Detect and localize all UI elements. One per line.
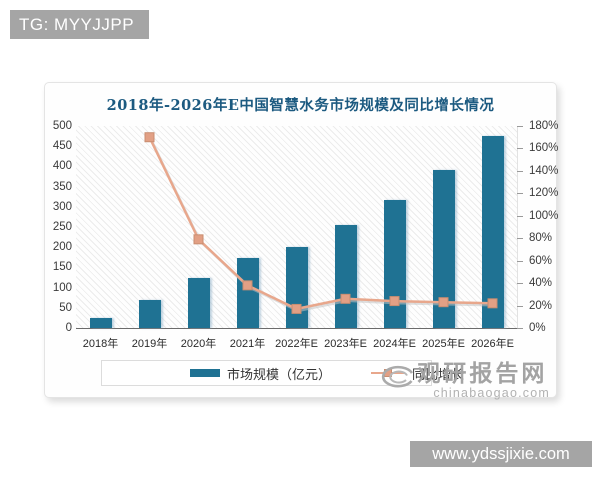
watermark-site-name: 观研报告网 <box>417 359 548 386</box>
x-axis-tick-label: 2024年E <box>373 338 416 350</box>
x-axis-tick-label: 2021年 <box>229 338 266 350</box>
y-axis-right-tick-label: 140% <box>529 164 559 177</box>
y-axis-right-tick <box>517 260 523 262</box>
tg-watermark-label: TG: MYYJJPP <box>10 10 149 39</box>
y-axis-right-tick-label: 80% <box>529 232 553 245</box>
x-axis-tick-label: 2019年 <box>131 338 168 350</box>
y-axis-left-tick-label: 400 <box>52 160 72 173</box>
y-axis-right-tick <box>517 305 523 307</box>
y-axis-right-tick <box>517 148 523 150</box>
y-axis-left-tick-label: 450 <box>52 140 72 153</box>
y-axis-right-tick-label: 0% <box>529 322 546 334</box>
y-axis-right-tick <box>517 170 523 172</box>
chart-panel: 2018年-2026年E中国智慧水务市场规模及同比增长情况 市场规模（亿元） 同… <box>44 82 559 400</box>
legend: 市场规模（亿元） 同比增长 <box>101 360 464 386</box>
watermark-swirl-icon <box>379 364 415 396</box>
y-axis-right-tick <box>517 238 523 240</box>
y-axis-right-tick-label: 180% <box>529 120 559 132</box>
x-axis-tick-label: 2025年E <box>422 338 465 350</box>
y-axis-left-tick-label: 350 <box>52 180 72 193</box>
bar-2026年E <box>481 135 504 328</box>
y-axis-right-tick-label: 120% <box>529 187 559 200</box>
bar-2020年 <box>187 277 210 328</box>
bar-2024年E <box>383 199 406 328</box>
y-axis-right-tick-label: 40% <box>529 277 553 290</box>
y-axis-right-tick <box>517 215 523 217</box>
plot-area <box>76 126 518 329</box>
y-axis-right-tick <box>517 328 523 329</box>
y-axis-left-tick-label: 300 <box>52 200 72 213</box>
x-axis-tick-label: 2018年 <box>82 338 119 350</box>
legend-label-market-size: 市场规模（亿元） <box>227 366 332 382</box>
bar-2025年E <box>432 170 455 328</box>
watermark-text: 观研报告网 chinabaogao.com <box>417 359 550 400</box>
bar-2018年 <box>89 317 112 328</box>
legend-item-market-size: 市场规模（亿元） <box>190 364 331 383</box>
legend-label-yoy-growth: 同比增长 <box>412 366 465 382</box>
bar-series-swatch <box>190 369 220 377</box>
y-axis-left-tick-label: 200 <box>52 241 72 254</box>
y-axis-left-tick-label: 0 <box>65 322 72 334</box>
y-axis-left-tick-label: 150 <box>52 261 72 274</box>
x-axis-tick-label: 2026年E <box>471 338 514 350</box>
y-axis-left-tick-label: 100 <box>52 281 72 294</box>
y-axis-left-tick-label: 50 <box>59 301 72 314</box>
bar-2019年 <box>138 299 161 328</box>
site-url-label: www.ydssjixie.com <box>410 441 592 467</box>
y-axis-left-tick-label: 500 <box>52 120 72 132</box>
watermark: 观研报告网 chinabaogao.com <box>379 359 550 400</box>
watermark-domain: chinabaogao.com <box>433 386 550 400</box>
y-axis-right-tick-label: 60% <box>529 254 553 267</box>
y-axis-right-tick <box>517 283 523 285</box>
yoy-growth-line <box>144 132 498 314</box>
bar-2021年 <box>236 258 259 328</box>
x-axis-tick-label: 2022年E <box>275 338 318 350</box>
y-axis-right-tick-label: 100% <box>529 209 559 222</box>
y-axis-right-tick <box>517 126 523 127</box>
chart-title: 2018年-2026年E中国智慧水务市场规模及同比增长情况 <box>106 97 495 114</box>
y-axis-right-tick <box>517 193 523 195</box>
y-axis-right-tick-label: 20% <box>529 299 553 312</box>
x-axis-tick-label: 2023年E <box>324 338 367 350</box>
y-axis-right-tick-label: 160% <box>529 142 559 155</box>
y-axis-left-tick-label: 250 <box>52 221 72 233</box>
x-axis-tick-label: 2020年 <box>180 338 217 350</box>
